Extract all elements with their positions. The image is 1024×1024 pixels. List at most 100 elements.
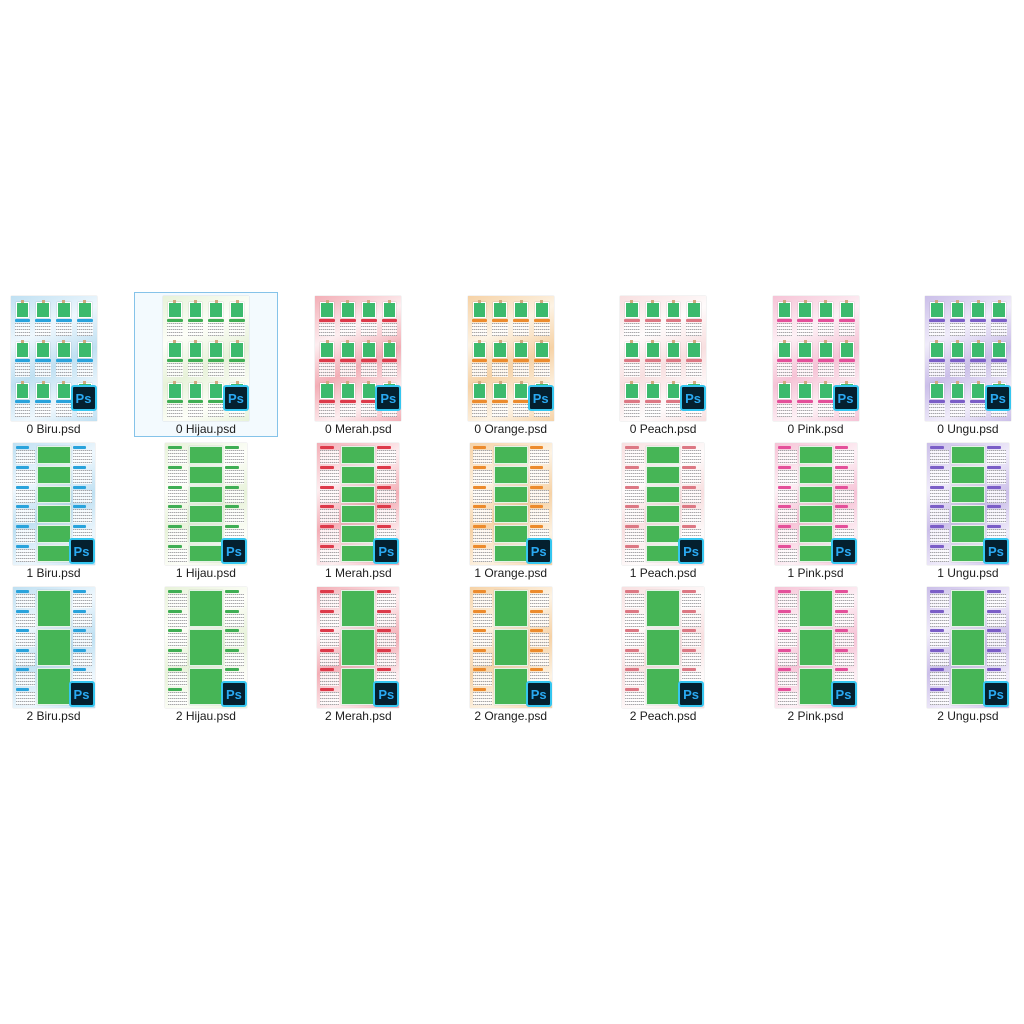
file-name-label[interactable]: 0 Ungu.psd [937, 422, 999, 436]
month-block [491, 300, 509, 337]
file-name-label[interactable]: 2 Merah.psd [324, 709, 392, 724]
file-item[interactable]: Ps 0 Orange.psd [439, 292, 583, 437]
file-name-label[interactable]: 1 Pink.psd [787, 566, 844, 581]
photo-placeholder [950, 485, 985, 504]
file-name-label[interactable]: 0 Peach.psd [629, 422, 697, 436]
mini-month-calendar [834, 465, 854, 484]
photo-placeholder [798, 485, 833, 504]
ps-badge-label: Ps [378, 543, 395, 559]
mini-month-calendar [682, 446, 702, 464]
file-item[interactable]: Ps 0 Biru.psd [0, 292, 126, 437]
mini-month-calendar [320, 485, 340, 504]
file-name-label[interactable]: 1 Merah.psd [324, 566, 392, 581]
mini-month-calendar [625, 505, 645, 523]
month-block [665, 340, 683, 377]
month-block [512, 340, 530, 377]
file-item[interactable]: Ps 2 Hijau.psd [134, 582, 278, 727]
mini-month-calendar [167, 687, 187, 706]
photo-placeholder [950, 342, 965, 359]
mini-month-calendar [320, 465, 340, 484]
mini-month-calendar [929, 505, 949, 523]
file-item[interactable]: Ps 1 Orange.psd [439, 437, 583, 582]
file-name-label[interactable]: 1 Peach.psd [629, 566, 697, 581]
file-item[interactable]: Ps 2 Biru.psd [0, 582, 126, 727]
month-block [623, 300, 641, 337]
photo-placeholder [798, 668, 833, 706]
month-block [471, 300, 489, 337]
file-item[interactable]: Ps 1 Merah.psd [286, 437, 430, 582]
mini-month-calendar [929, 524, 949, 543]
ps-badge-label: Ps [530, 686, 547, 702]
month-block [817, 340, 835, 377]
mini-month-calendar [320, 668, 340, 686]
photo-placeholder [209, 342, 224, 359]
file-item[interactable]: Ps 2 Peach.psd [591, 582, 735, 727]
mini-month-calendar [224, 446, 244, 464]
month-block [14, 340, 32, 377]
file-item[interactable]: Ps 1 Biru.psd [0, 437, 126, 582]
mini-month-calendar [777, 668, 797, 686]
file-name-label[interactable]: 2 Pink.psd [787, 709, 844, 724]
photo-placeholder [971, 302, 986, 318]
mini-month-calendar [986, 505, 1006, 523]
month-block [339, 300, 357, 337]
file-name-label[interactable]: 1 Ungu.psd [937, 566, 999, 581]
file-item[interactable]: Ps 1 Pink.psd [744, 437, 888, 582]
photoshop-badge-icon: Ps [680, 385, 707, 411]
month-block [838, 300, 856, 337]
mini-month-calendar [929, 629, 949, 647]
file-name-label[interactable]: 0 Biru.psd [26, 422, 81, 436]
file-name-label[interactable]: 2 Biru.psd [26, 709, 81, 724]
file-name-label[interactable]: 0 Pink.psd [787, 422, 844, 436]
file-item[interactable]: Ps 0 Merah.psd [286, 292, 430, 437]
photo-placeholder [493, 629, 528, 667]
file-item[interactable]: Ps 1 Hijau.psd [134, 437, 278, 582]
file-item[interactable]: Ps 2 Pink.psd [744, 582, 888, 727]
file-name-label[interactable]: 0 Orange.psd [474, 422, 548, 436]
file-item[interactable]: Ps 1 Ungu.psd [896, 437, 1024, 582]
month-block [644, 340, 662, 377]
file-item[interactable]: Ps 2 Merah.psd [286, 582, 430, 727]
file-name-label[interactable]: 2 Hijau.psd [175, 709, 236, 724]
mini-month-calendar [929, 668, 949, 686]
month-block [76, 300, 94, 337]
mini-month-calendar [834, 505, 854, 523]
photo-placeholder [646, 446, 681, 464]
file-item[interactable]: Ps 2 Ungu.psd [896, 582, 1024, 727]
file-item[interactable]: Ps 0 Ungu.psd [896, 292, 1024, 437]
file-item[interactable]: Ps 2 Orange.psd [439, 582, 583, 727]
file-item[interactable]: Ps 1 Peach.psd [591, 437, 735, 582]
photoshop-badge-icon: Ps [220, 538, 247, 565]
month-block [817, 380, 835, 417]
ps-badge-label: Ps [987, 543, 1004, 559]
mini-month-calendar [15, 465, 35, 484]
file-name-label[interactable]: 0 Hijau.psd [175, 422, 236, 436]
file-name-label[interactable]: 1 Hijau.psd [175, 566, 236, 581]
month-block [207, 300, 225, 337]
photo-placeholder [666, 342, 681, 359]
month-block [339, 340, 357, 377]
file-item[interactable]: Ps 0 Hijau.psd [133, 292, 278, 437]
file-name-label[interactable]: 0 Merah.psd [324, 422, 392, 436]
mini-month-calendar [377, 648, 397, 667]
photo-placeholder [230, 302, 244, 318]
file-name-label[interactable]: 2 Ungu.psd [937, 709, 999, 724]
file-item[interactable]: Ps 0 Pink.psd [744, 292, 888, 437]
month-block [928, 300, 946, 337]
month-block [949, 340, 967, 377]
photo-placeholder [646, 505, 681, 523]
file-name-label[interactable]: 1 Orange.psd [474, 566, 548, 581]
photo-placeholder [798, 382, 812, 399]
file-item[interactable]: Ps 0 Peach.psd [591, 292, 735, 437]
photo-placeholder [950, 382, 965, 399]
file-name-label[interactable]: 2 Orange.psd [474, 709, 548, 724]
mini-month-calendar [777, 465, 797, 484]
month-block [360, 340, 378, 377]
file-name-label[interactable]: 1 Biru.psd [26, 566, 81, 581]
photo-placeholder [36, 505, 71, 523]
file-name-label[interactable]: 2 Peach.psd [629, 709, 697, 724]
psd-thumbnail: Ps [772, 296, 859, 421]
month-block [838, 340, 856, 377]
photo-placeholder [534, 342, 549, 359]
